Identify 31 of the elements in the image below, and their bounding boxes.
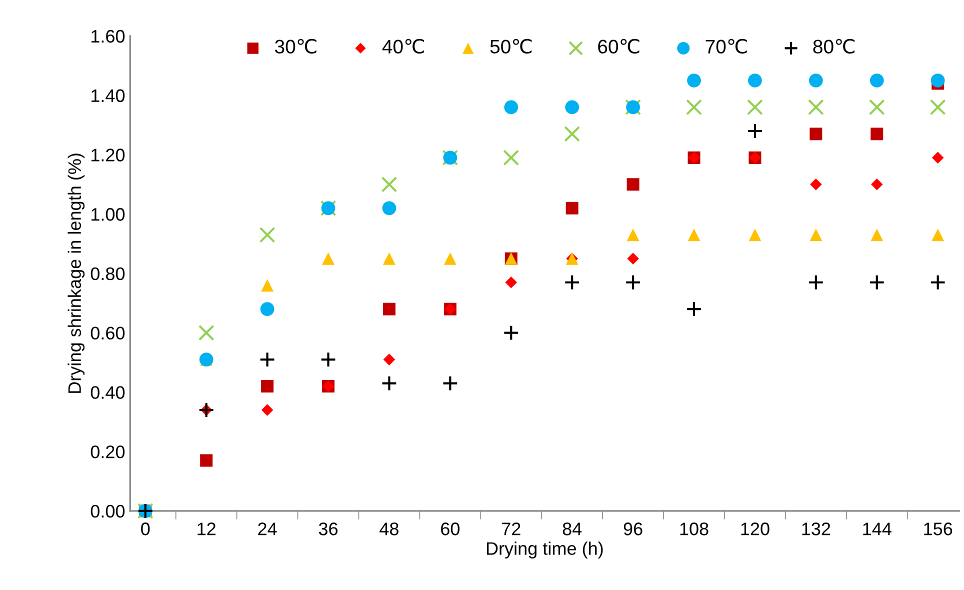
y-tick-label: 0.60 bbox=[90, 326, 125, 340]
x-tick-label: 12 bbox=[198, 522, 216, 536]
x-tick-label: 60 bbox=[441, 522, 460, 536]
x-tick-label: 120 bbox=[741, 522, 770, 536]
legend-label: 70℃ bbox=[706, 38, 747, 54]
x-tick-label: 96 bbox=[624, 522, 642, 536]
legend-label: 40℃ bbox=[382, 38, 424, 54]
x-tick-label: 0 bbox=[141, 522, 150, 536]
x-tick-label: 156 bbox=[924, 522, 952, 536]
y-axis-title: Drying shrinkage in length (%) bbox=[68, 154, 85, 393]
x-axis-title: Drying time (h) bbox=[486, 542, 603, 558]
x-tick-label: 36 bbox=[318, 522, 338, 536]
legend-label: 30℃ bbox=[275, 38, 316, 54]
y-tick-label: 0.00 bbox=[90, 504, 125, 518]
y-tick-label: 1.20 bbox=[92, 148, 125, 162]
x-tick-label: 72 bbox=[502, 522, 520, 536]
y-tick-label: 0.40 bbox=[90, 386, 125, 399]
x-tick-label: 24 bbox=[258, 522, 277, 536]
x-tick-label: 48 bbox=[380, 522, 398, 536]
x-tick-label: 84 bbox=[562, 522, 582, 536]
x-tick-label: 144 bbox=[863, 522, 892, 536]
x-tick-label: 108 bbox=[680, 522, 708, 536]
y-tick-label: 0.20 bbox=[90, 446, 125, 458]
x-tick-label: 132 bbox=[802, 522, 830, 536]
legend-label: 60℃ bbox=[598, 38, 640, 54]
y-tick-label: 1.00 bbox=[92, 208, 125, 221]
y-tick-label: 1.60 bbox=[92, 30, 125, 43]
y-tick-label: 0.80 bbox=[90, 267, 125, 280]
legend-label: 80℃ bbox=[813, 38, 855, 54]
legend-label: 50℃ bbox=[490, 38, 532, 54]
y-tick-label: 1.40 bbox=[92, 89, 125, 102]
